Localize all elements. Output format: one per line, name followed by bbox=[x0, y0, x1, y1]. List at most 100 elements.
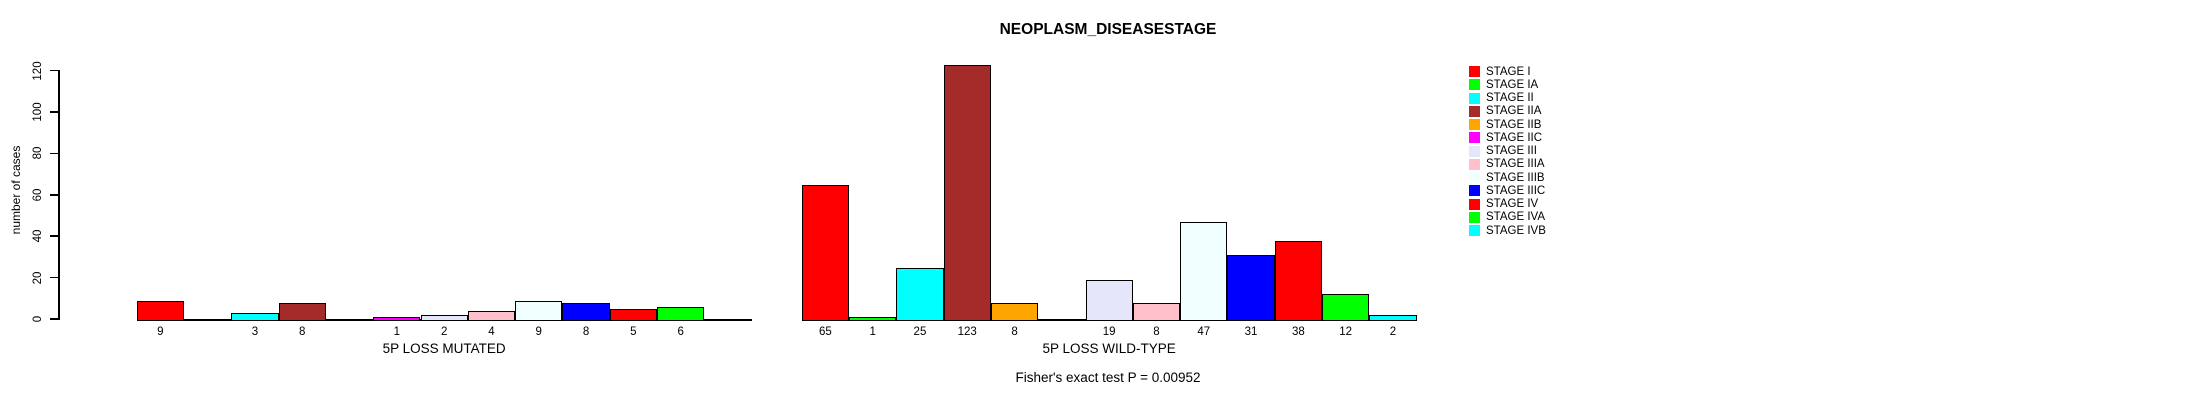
legend-item: STAGE IIIB bbox=[1469, 171, 1545, 184]
legend-label: STAGE IV bbox=[1486, 198, 1539, 211]
legend-item: STAGE IV bbox=[1469, 198, 1538, 211]
bar bbox=[373, 316, 421, 321]
legend-label: STAGE IIIB bbox=[1486, 171, 1545, 184]
legend-label: STAGE IIIA bbox=[1486, 158, 1545, 171]
legend-color-swatch bbox=[1469, 119, 1480, 131]
bar bbox=[515, 300, 563, 321]
bar-value-label: 1 bbox=[869, 326, 876, 338]
bar bbox=[1369, 315, 1417, 321]
legend-label: STAGE I bbox=[1486, 65, 1531, 78]
bar-value-label: 65 bbox=[818, 326, 832, 338]
legend-color-swatch bbox=[1469, 225, 1480, 237]
bar-value-label: 6 bbox=[677, 326, 684, 338]
legend-item: STAGE IIIA bbox=[1469, 158, 1545, 171]
bar bbox=[1180, 222, 1228, 321]
legend-label: STAGE II bbox=[1486, 92, 1534, 105]
bar bbox=[849, 316, 897, 321]
bar bbox=[1322, 294, 1370, 321]
bar-value-label: 4 bbox=[488, 326, 495, 338]
legend-item: STAGE IIB bbox=[1469, 118, 1541, 131]
bar bbox=[467, 311, 516, 321]
y-axis-line bbox=[58, 69, 60, 320]
bar bbox=[1227, 255, 1275, 321]
legend-item: STAGE IA bbox=[1469, 78, 1538, 91]
y-tick-mark bbox=[50, 111, 58, 113]
y-tick-mark bbox=[50, 152, 58, 155]
y-tick-label: 20 bbox=[32, 271, 44, 284]
bar-value-label: 8 bbox=[582, 326, 590, 338]
legend-color-swatch bbox=[1469, 198, 1480, 210]
y-tick-label: 120 bbox=[32, 61, 44, 81]
legend-color-swatch bbox=[1469, 105, 1480, 117]
legend-item: STAGE I bbox=[1469, 65, 1531, 78]
legend-label: STAGE IVA bbox=[1486, 211, 1546, 224]
bar bbox=[1085, 279, 1133, 321]
group-label: 5P LOSS WILD-TYPE bbox=[1042, 341, 1176, 356]
legend-color-swatch bbox=[1469, 132, 1480, 144]
legend-item: STAGE IVB bbox=[1469, 224, 1546, 237]
bar-value-label: 8 bbox=[299, 326, 306, 338]
fisher-test-annotation: Fisher's exact test P = 0.00952 bbox=[1015, 370, 1201, 385]
bar-value-label: 31 bbox=[1244, 326, 1258, 338]
bar bbox=[1274, 240, 1322, 321]
legend-item: STAGE IVA bbox=[1469, 211, 1545, 224]
legend-label: STAGE IIA bbox=[1486, 105, 1542, 118]
legend-item: STAGE II bbox=[1469, 92, 1534, 105]
legend-color-swatch bbox=[1469, 211, 1480, 223]
legend-color-swatch bbox=[1469, 79, 1480, 91]
bar-value-label: 9 bbox=[535, 326, 542, 338]
bar-value-label: 19 bbox=[1102, 326, 1116, 338]
bar-value-label: 12 bbox=[1339, 326, 1353, 338]
bar-value-label: 1 bbox=[393, 326, 401, 338]
y-tick-mark bbox=[50, 69, 58, 72]
y-tick-label: 100 bbox=[32, 102, 44, 122]
y-tick-mark bbox=[50, 235, 58, 237]
bar bbox=[801, 184, 849, 321]
bar-value-label: 3 bbox=[251, 326, 259, 338]
y-tick-mark bbox=[50, 276, 58, 279]
group-label: 5P LOSS MUTATED bbox=[382, 341, 506, 356]
bar bbox=[231, 313, 279, 321]
legend-color-swatch bbox=[1469, 158, 1480, 170]
legend-label: STAGE III bbox=[1486, 145, 1537, 158]
bar-value-label: 123 bbox=[957, 326, 977, 338]
legend-color-swatch bbox=[1469, 145, 1480, 157]
legend-label: STAGE IIC bbox=[1486, 131, 1543, 144]
bar-value-label: 38 bbox=[1291, 326, 1305, 338]
bar-value-label: 2 bbox=[1389, 326, 1397, 338]
bar-value-label: 5 bbox=[630, 326, 637, 338]
bar bbox=[278, 302, 326, 321]
bar bbox=[1132, 302, 1181, 321]
legend-color-swatch bbox=[1469, 185, 1480, 197]
bar-value-label: 8 bbox=[1153, 326, 1160, 338]
y-tick-label: 80 bbox=[32, 147, 44, 160]
bar bbox=[136, 300, 184, 321]
legend-item: STAGE IIC bbox=[1469, 131, 1542, 144]
bar bbox=[609, 308, 657, 321]
y-axis-label: number of cases bbox=[9, 145, 23, 235]
bar bbox=[562, 302, 610, 321]
legend-color-swatch bbox=[1469, 92, 1480, 104]
bar bbox=[943, 64, 991, 321]
legend-label: STAGE IA bbox=[1486, 78, 1539, 91]
legend-item: STAGE III bbox=[1469, 145, 1537, 158]
y-tick-label: 0 bbox=[32, 315, 44, 323]
bar-value-label: 9 bbox=[157, 326, 164, 338]
chart-title: NEOPLASM_DISEASESTAGE bbox=[999, 21, 1217, 38]
legend-item: STAGE IIA bbox=[1469, 105, 1541, 118]
legend-label: STAGE IVB bbox=[1486, 224, 1546, 237]
y-tick-label: 40 bbox=[32, 229, 44, 243]
bar-value-label: 2 bbox=[440, 326, 448, 338]
bar-value-label: 47 bbox=[1197, 326, 1211, 338]
bar bbox=[896, 267, 944, 321]
y-tick-mark bbox=[50, 318, 58, 320]
bar-value-label: 8 bbox=[1011, 326, 1018, 338]
legend-label: STAGE IIIC bbox=[1486, 184, 1546, 197]
legend-color-swatch bbox=[1469, 172, 1480, 184]
y-tick-mark bbox=[50, 194, 58, 196]
bar bbox=[657, 306, 705, 321]
legend-item: STAGE IIIC bbox=[1469, 184, 1545, 197]
y-tick-label: 60 bbox=[32, 188, 44, 202]
legend-label: STAGE IIB bbox=[1486, 118, 1542, 131]
